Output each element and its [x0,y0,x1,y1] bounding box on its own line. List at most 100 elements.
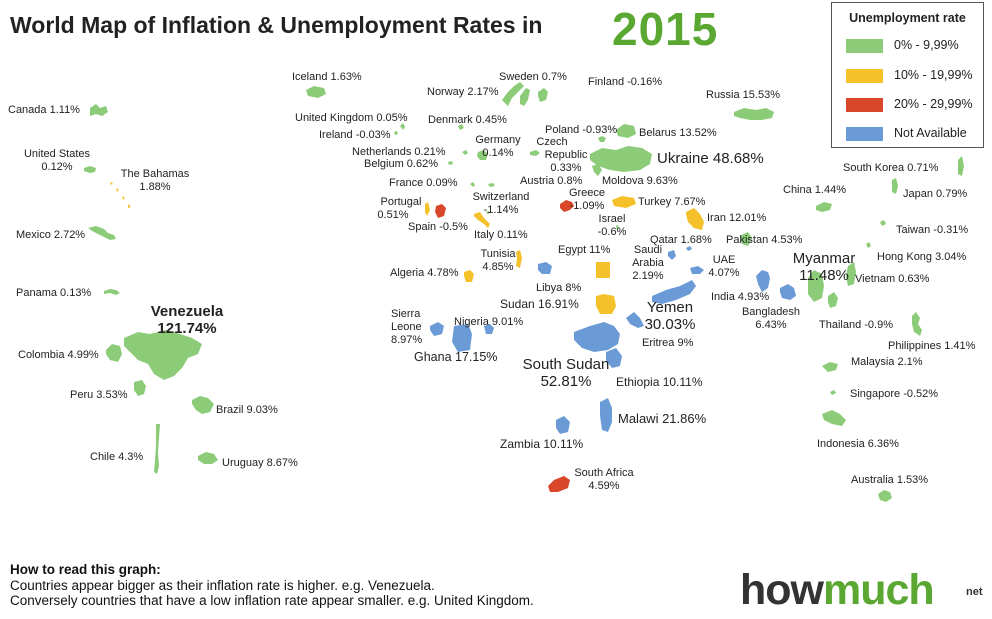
label-chile: Chile 4.3% [90,451,144,463]
shape-algeria [464,270,474,282]
label-israel: Israel -0.6% [597,213,627,238]
label-belgium: Belgium 0.62% [364,158,438,170]
label-malaysia: Malaysia 2.1% [851,356,923,368]
shape-russia [734,108,774,120]
shape-uruguay [198,452,218,464]
legend: Unemployment rate 0% - 9,99% 10% - 19,99… [831,2,984,148]
label-brazil: Brazil 9.03% [216,404,278,416]
label-sweden: Sweden 0.7% [499,71,567,83]
label-colombia: Colombia 4.99% [18,349,99,361]
shape-austria [488,183,495,187]
how-to-read-heading: How to read this graph: [10,562,161,577]
shape-germany [477,150,488,160]
shape-singapore [830,390,836,395]
label-algeria: Algeria 4.78% [390,267,459,279]
legend-swatch-blue [846,127,883,141]
label-zambia: Zambia 10.11% [500,437,584,451]
shape-malawi [600,398,612,432]
logo-suffix: net [966,586,983,598]
label-yemen: Yemen 30.03% [644,299,696,333]
label-india: India 4.93% [711,291,770,303]
shape-france [470,182,475,187]
logo-part-1: how [740,566,824,614]
shape-iran [686,208,704,230]
label-france: France 0.09% [389,177,458,189]
shape-bahamas [110,182,131,208]
shape-belgium [448,161,453,165]
label-egypt: Egypt 11% [558,244,611,256]
shape-israel [616,225,619,230]
label-south-africa: South Africa 4.59% [574,467,634,492]
shape-canada [90,104,108,116]
legend-label: 0% - 9,99% [894,38,959,52]
shape-venezuela [124,330,202,380]
shape-tunisia [516,250,522,268]
shape-netherlands [462,150,468,155]
shape-saudi-arabia [668,250,676,260]
shape-south-sudan [574,322,620,352]
label-moldova: Moldova 9.63% [602,175,678,187]
label-bangladesh: Bangladesh 6.43% [741,306,801,331]
shape-panama [104,289,120,295]
label-indonesia: Indonesia 6.36% [817,438,899,450]
label-united-kingdom: United Kingdom 0.05% [295,112,408,124]
label-pakistan: Pakistan 4.53% [726,234,803,246]
label-libya: Libya 8% [536,282,582,294]
legend-label: 20% - 29,99% [894,97,973,111]
shape-south-africa [548,476,570,492]
label-mexico: Mexico 2.72% [16,229,86,241]
label-united-states: United States 0.12% [23,148,91,173]
label-ethiopia: Ethiopia 10.11% [616,375,703,389]
label-denmark: Denmark 0.45% [428,114,507,126]
shape-indonesia [822,410,846,426]
label-uae: UAE 4.07% [708,254,740,279]
shape-colombia [106,344,122,362]
logo-part-2: much [822,566,935,614]
shape-vietnam [846,262,856,286]
legend-swatch-red [846,98,883,112]
label-south-korea: South Korea 0.71% [843,162,939,174]
shape-nigeria [484,324,494,334]
shape-norway [502,82,524,106]
label-finland: Finland -0.16% [588,76,662,88]
shape-bangladesh [780,284,796,300]
label-taiwan: Taiwan -0.31% [896,224,969,236]
label-bahamas: The Bahamas 1.88% [120,168,190,193]
shape-chile [154,424,160,474]
shape-sudan [596,294,616,314]
shape-taiwan [880,220,886,226]
label-tunisia: Tunisia 4.85% [480,248,516,273]
label-iran: Iran 12.01% [707,212,767,224]
shape-turkey [612,196,636,208]
shape-philippines [912,312,922,336]
label-uruguay: Uruguay 8.67% [222,457,298,469]
label-australia: Australia 1.53% [851,474,929,486]
label-germany: Germany 0.14% [475,134,521,159]
shape-egypt [596,262,610,278]
label-switzerland: Switzerland -1.14% [472,191,530,216]
shape-sweden [520,88,530,106]
shape-ukraine [590,146,652,172]
map-title: World Map of Inflation & Unemployment Ra… [10,12,543,38]
label-belarus: Belarus 13.52% [639,127,717,139]
shape-italy [474,212,490,228]
label-singapore: Singapore -0.52% [850,388,939,400]
label-turkey: Turkey 7.67% [638,196,706,208]
label-norway: Norway 2.17% [427,86,499,98]
label-russia: Russia 15.53% [706,89,780,101]
shape-united-states [84,166,96,173]
shape-thailand [828,292,838,308]
label-poland: Poland -0.93% [545,124,618,136]
label-ireland: Ireland -0.03% [319,129,391,141]
shape-greece [560,200,574,212]
shape-qatar [686,246,692,251]
shape-czech [530,150,540,156]
shape-brazil [192,396,214,414]
shape-ireland [394,131,398,135]
shape-japan [892,178,898,194]
shape-united-kingdom [400,123,405,130]
how-to-read: How to read this graph: Countries appear… [10,562,534,609]
label-vietnam: Vietnam 0.63% [855,273,930,285]
label-sierra-leone: Sierra Leone 8.97% [391,308,423,346]
